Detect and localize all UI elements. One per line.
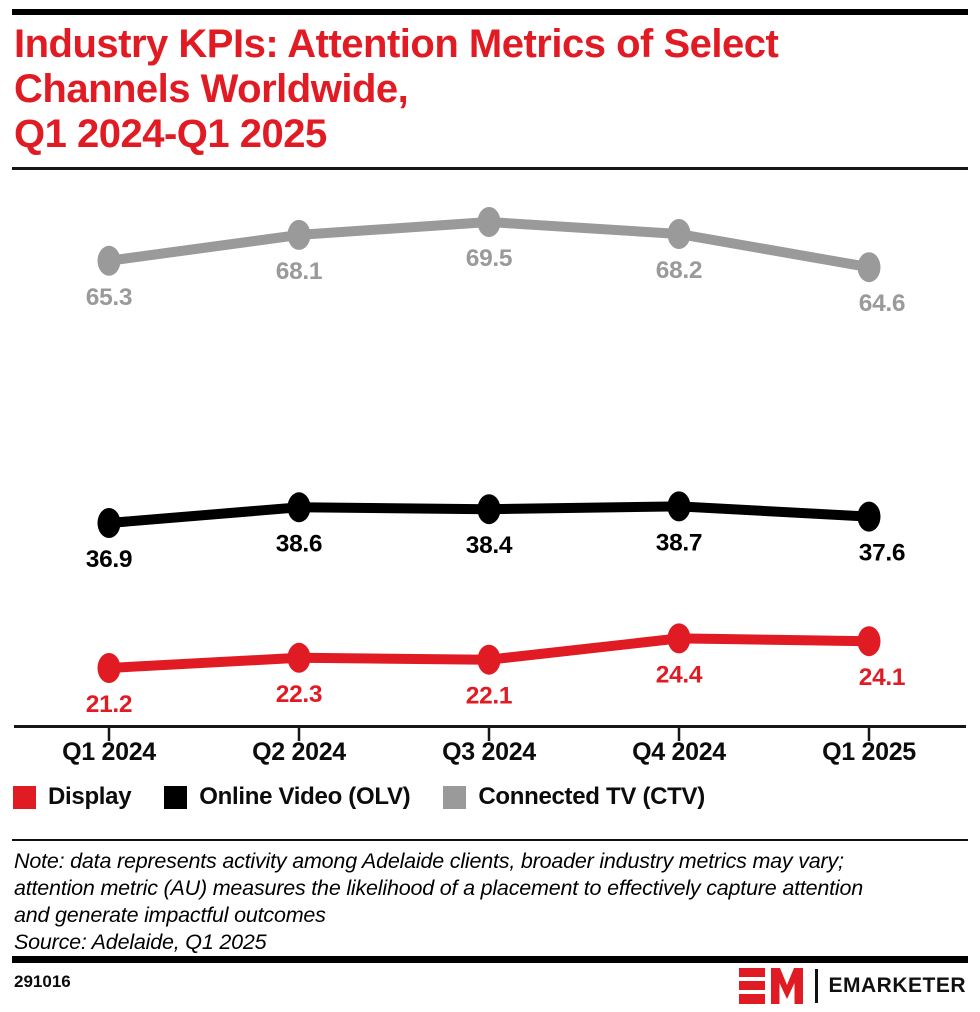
footnote-source: Source: Adelaide, Q1 2025	[14, 930, 267, 954]
data-point-marker	[287, 492, 311, 523]
data-point-marker	[287, 219, 311, 250]
top-rule-bar	[12, 9, 968, 15]
series-display: 21.2 22.3 22.1 24.4 24.1	[86, 623, 906, 718]
legend-label-connected-tv-ctv: Connected TV (CTV)	[478, 783, 705, 810]
footnote: Note: data represents activity among Ade…	[14, 848, 964, 956]
data-point-marker	[477, 207, 501, 237]
x-axis-tick	[867, 728, 871, 741]
chart-legend: Display Online Video (OLV) Connected TV (C…	[13, 783, 705, 811]
logo-divider	[815, 969, 819, 1003]
data-point-label: 69.5	[466, 245, 512, 272]
footnote-note-line-3: and generate impactful outcomes	[14, 903, 326, 927]
data-point-marker	[857, 501, 881, 532]
data-point-label: 24.4	[656, 661, 703, 688]
attention-metrics-line-chart: Q1 2024 Q2 2024 Q3 2024 Q4 2024 Q1 202565.36…	[14, 207, 966, 766]
data-point-marker	[857, 252, 881, 283]
data-point-marker	[667, 491, 691, 522]
x-axis-tick	[677, 728, 681, 741]
x-axis-label: Q2 2024	[252, 738, 346, 766]
page-title-line-1: Industry KPIs: Attention Metrics of Sele…	[14, 22, 779, 66]
data-point-label: 21.2	[86, 691, 132, 718]
brand-name: EMARKETER	[828, 974, 966, 997]
data-point-marker	[667, 623, 691, 654]
footer-rule-bar	[12, 956, 968, 963]
data-point-label: 22.3	[276, 681, 322, 708]
footnote-note-line-2: attention metric (AU) measures the likel…	[14, 876, 864, 900]
data-point-label: 68.2	[656, 257, 702, 284]
legend-swatch-display	[13, 785, 36, 809]
legend-swatch-online-video-olv	[164, 785, 188, 809]
data-point-marker	[477, 644, 501, 675]
page-title-line-2: Channels Worldwide,	[14, 67, 409, 111]
legend-item-connected-tv-ctv: Connected TV (CTV)	[443, 783, 705, 811]
series-online-video-olv: 36.9 38.6 38.4 38.7 37.6	[86, 491, 906, 573]
legend-label-display: Display	[48, 783, 132, 810]
x-axis-label: Q4 2024	[632, 738, 726, 766]
x-axis-tick	[487, 728, 491, 741]
data-point-marker	[287, 642, 311, 673]
legend-swatch-connected-tv-ctv	[443, 785, 467, 809]
x-axis-label: Q1 2025	[822, 738, 916, 766]
data-point-label: 65.3	[86, 284, 132, 311]
data-point-marker	[97, 653, 121, 683]
data-point-label: 38.4	[466, 532, 513, 559]
data-point-marker	[667, 219, 691, 249]
data-point-label: 24.1	[859, 664, 905, 691]
footnote-note-line-1: Note: data represents activity among Ade…	[14, 849, 844, 873]
page-title: Industry KPIs: Attention Metrics of Sele…	[14, 22, 960, 157]
data-point-label: 38.6	[276, 530, 322, 557]
title-divider-rule	[12, 167, 968, 170]
data-point-marker	[857, 626, 881, 657]
x-axis-label: Q3 2024	[442, 738, 536, 766]
x-axis-tick	[297, 728, 301, 741]
legend-item-display: Display	[13, 783, 132, 811]
x-axis-line	[14, 725, 966, 728]
data-point-label: 38.7	[656, 529, 702, 556]
emarketer-logo: EMARKETER	[739, 966, 966, 1006]
emarketer-logo-icon	[739, 968, 804, 1004]
legend-item-online-video-olv: Online Video (OLV)	[164, 783, 411, 811]
data-point-marker	[97, 245, 121, 276]
data-point-label: 22.1	[466, 683, 512, 710]
chart-id-number: 291016	[14, 972, 71, 991]
data-point-label: 36.9	[86, 546, 132, 573]
legend-label-online-video-olv: Online Video (OLV)	[199, 783, 411, 810]
data-point-marker	[477, 494, 501, 525]
page-title-line-3: Q1 2024-Q1 2025	[14, 112, 327, 156]
series-connected-tv-ctv: 65.3 68.1 69.5 68.2 64.6	[86, 207, 906, 317]
x-axis-label: Q1 2024	[62, 738, 156, 766]
x-axis-tick	[107, 728, 111, 741]
data-point-label: 37.6	[859, 540, 905, 567]
data-point-label: 68.1	[276, 258, 322, 285]
note-divider-rule	[12, 839, 968, 841]
data-point-label: 64.6	[859, 290, 905, 317]
data-point-marker	[97, 508, 121, 538]
